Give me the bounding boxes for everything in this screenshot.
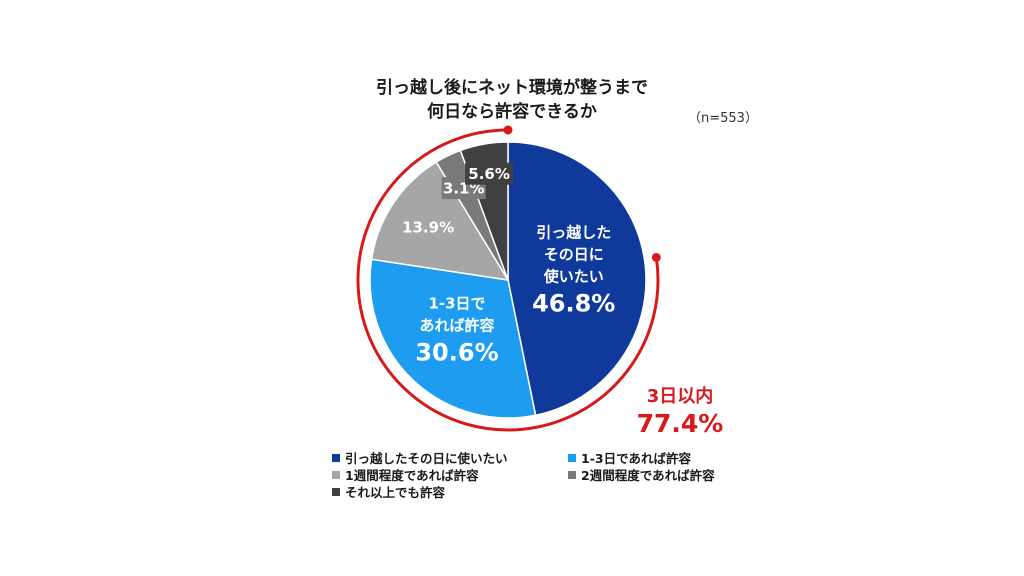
pie-slice-1	[369, 258, 537, 419]
legend-item-longer: それ以上でも許容	[332, 482, 445, 501]
legend-label-2-weeks: 2週間程度であれば許容	[581, 468, 715, 483]
slice-label-0-line-1: その日に	[544, 245, 604, 263]
annotation-label: 3日以内	[647, 385, 714, 407]
cumulative-ring	[356, 128, 660, 432]
slice-value-bg-2	[401, 215, 456, 238]
annotation-value: 77.4%	[637, 409, 724, 438]
chart-title-line-2: 何日なら許容できるか	[427, 102, 597, 122]
legend-label-same-day: 引っ越したその日に使いたい	[345, 451, 508, 466]
sample-size-note: （n=553）	[688, 111, 758, 126]
legend-label-1-3-days: 1-3日であれば許容	[581, 451, 691, 466]
legend-swatch-same-day	[332, 453, 340, 462]
legend-swatch-1-week	[332, 470, 340, 479]
slice-value-4: 5.6%	[468, 165, 510, 183]
chart-title-line-1: 引っ越し後にネット環境が整うまで	[376, 78, 648, 98]
slice-label-1-line-1: あれば許容	[419, 317, 494, 335]
legend-label-1-week: 1週間程度であれば許容	[345, 468, 479, 483]
legend-item-1-week: 1週間程度であれば許容	[332, 465, 479, 484]
cumulative-ring-end-dot	[503, 125, 513, 135]
slice-value-1: 30.6%	[415, 339, 498, 367]
slice-value-bg-4	[465, 162, 514, 185]
chart-title: 引っ越し後にネット環境が整うまで 何日なら許容できるか	[0, 76, 1024, 124]
legend-swatch-1-3-days	[568, 453, 576, 462]
legend-label-longer: それ以上でも許容	[345, 485, 446, 500]
legend-item-same-day: 引っ越したその日に使いたい	[332, 448, 508, 467]
cumulative-ring-start-dot	[651, 252, 661, 262]
slice-label-1-line-0: 1-3日で	[428, 295, 485, 313]
slice-value-2: 13.9%	[402, 218, 454, 236]
legend-swatch-2-weeks	[568, 470, 576, 479]
legend-swatch-longer	[332, 487, 340, 496]
slice-label-0-line-0: 引っ越した	[536, 223, 611, 241]
legend-item-2-weeks: 2週間程度であれば許容	[568, 465, 715, 484]
legend-item-1-3-days: 1-3日であれば許容	[568, 448, 691, 467]
slice-label-0-line-2: 使いたい	[543, 267, 604, 285]
slice-value-0: 46.8%	[532, 289, 615, 317]
pie-slice-0	[507, 141, 647, 417]
